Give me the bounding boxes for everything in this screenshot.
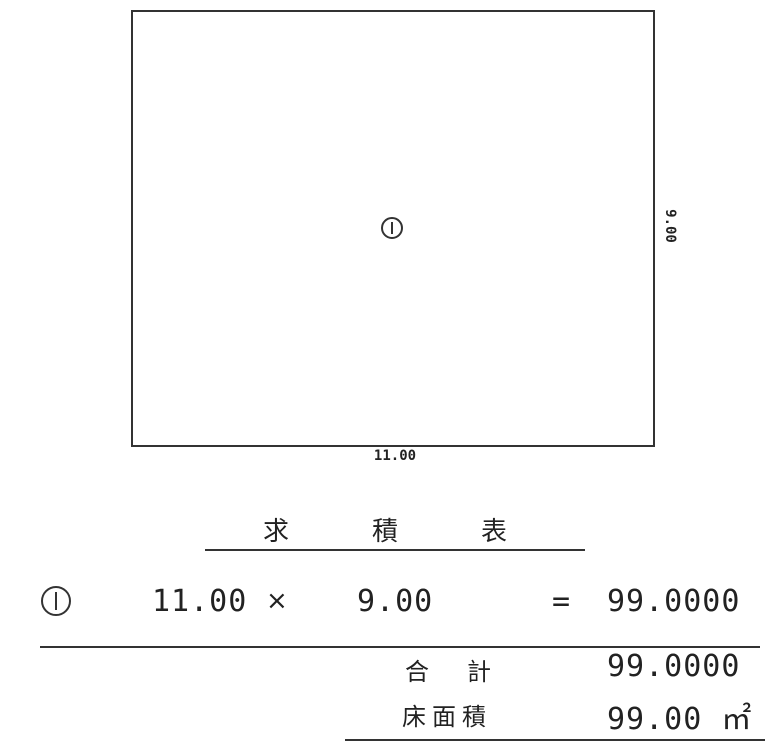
- floor-area-label: 床面積: [402, 703, 492, 731]
- equals-sign: =: [552, 584, 572, 619]
- multiply-sign: ×: [266, 586, 289, 616]
- title-char-3: 表: [481, 517, 508, 547]
- row-length-value: 11.00: [152, 584, 248, 619]
- height-dimension-label: 9.00: [662, 209, 678, 243]
- width-dimension-label: 11.00: [373, 448, 417, 464]
- title-char-1: 求: [263, 517, 290, 547]
- table-separator: [40, 646, 760, 648]
- area-marker-icon: [381, 217, 403, 239]
- floor-area-value: 99.00 ㎡: [607, 702, 753, 737]
- bottom-rule: [345, 739, 765, 741]
- row-width-value: 9.00: [357, 584, 434, 619]
- title-char-2: 積: [372, 517, 399, 547]
- total-value: 99.0000: [607, 649, 741, 684]
- total-label: 合計: [405, 658, 529, 686]
- area-table-title: 求 積 表: [205, 511, 585, 551]
- floor-plan-rectangle: [131, 10, 655, 447]
- row-marker-icon: [41, 586, 71, 616]
- row-area-result: 99.0000: [607, 584, 741, 619]
